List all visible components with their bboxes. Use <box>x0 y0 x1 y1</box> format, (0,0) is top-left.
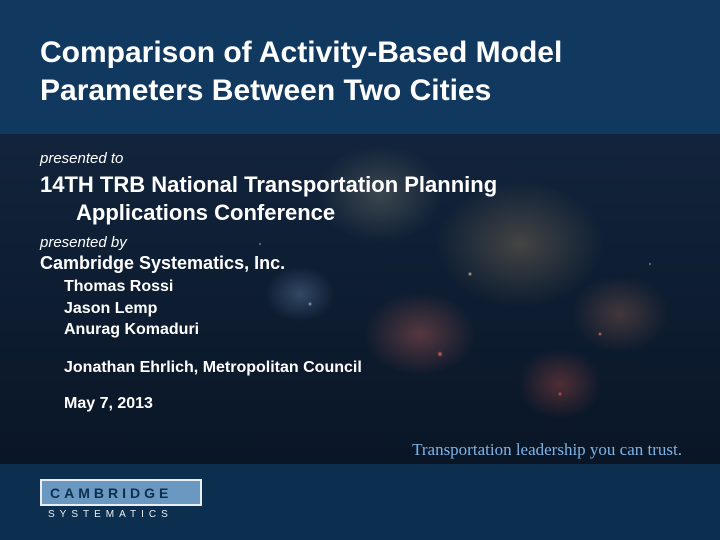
content-block: presented to 14TH TRB National Transport… <box>40 150 600 413</box>
slide: Comparison of Activity-Based Model Param… <box>0 0 720 540</box>
author: Jason Lemp <box>64 298 600 320</box>
author: Thomas Rossi <box>64 276 600 298</box>
header-band: Comparison of Activity-Based Model Param… <box>0 0 720 134</box>
conference-name-line1: 14TH TRB National Transportation Plannin… <box>40 171 600 199</box>
tagline: Transportation leadership you can trust. <box>412 440 682 460</box>
presented-to-label: presented to <box>40 150 600 167</box>
company-name: Cambridge Systematics, Inc. <box>40 253 600 274</box>
presented-by-label: presented by <box>40 234 600 251</box>
logo-text-bottom: SYSTEMATICS <box>40 504 202 520</box>
company-logo: CAMBRIDGE SYSTEMATICS <box>40 479 202 520</box>
date: May 7, 2013 <box>40 395 600 413</box>
footer-band: CAMBRIDGE SYSTEMATICS <box>0 464 720 540</box>
authors-list: Thomas Rossi Jason Lemp Anurag Komaduri <box>40 276 600 341</box>
affiliate: Jonathan Ehrlich, Metropolitan Council <box>40 359 600 377</box>
logo-text-top: CAMBRIDGE <box>40 479 202 504</box>
author: Anurag Komaduri <box>64 319 600 341</box>
conference-name-line2: Applications Conference <box>40 199 600 227</box>
slide-title: Comparison of Activity-Based Model Param… <box>40 34 680 109</box>
